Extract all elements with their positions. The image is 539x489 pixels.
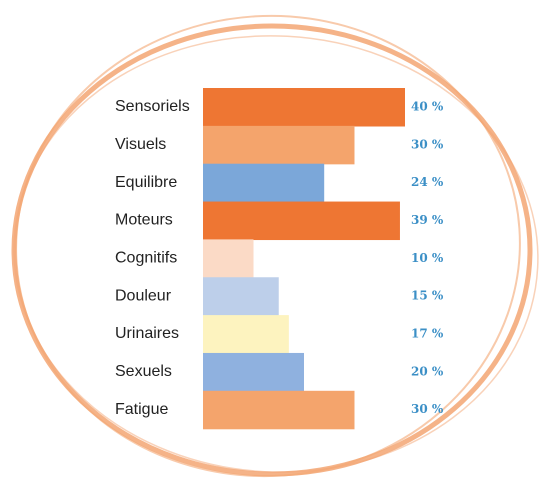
bar bbox=[203, 88, 405, 127]
category-label: Douleur bbox=[115, 287, 172, 304]
bar bbox=[203, 164, 324, 203]
bar bbox=[203, 353, 304, 392]
bar bbox=[203, 277, 279, 316]
bar bbox=[203, 126, 355, 165]
category-label: Cognitifs bbox=[115, 250, 177, 267]
bar bbox=[203, 391, 355, 430]
category-label: Moteurs bbox=[115, 212, 173, 229]
value-label: 10 % bbox=[411, 251, 444, 265]
value-label: 30 % bbox=[411, 137, 444, 151]
value-label: 30 % bbox=[411, 402, 444, 416]
category-label: Fatigue bbox=[115, 401, 168, 418]
value-label: 24 % bbox=[411, 175, 444, 189]
category-label: Urinaires bbox=[115, 325, 179, 342]
category-label: Sexuels bbox=[115, 363, 172, 380]
bar bbox=[203, 239, 254, 278]
chart: Sensoriels 40 % Visuels 30 % Equilibre 24 % Mo… bbox=[0, 0, 539, 489]
value-label: 17 % bbox=[411, 327, 444, 341]
bar bbox=[203, 202, 400, 241]
value-label: 40 % bbox=[411, 99, 444, 113]
value-label: 20 % bbox=[411, 364, 444, 378]
bar bbox=[203, 315, 289, 354]
category-label: Equilibre bbox=[115, 174, 177, 191]
category-label: Visuels bbox=[115, 136, 166, 153]
category-label: Sensoriels bbox=[115, 98, 190, 115]
value-label: 15 % bbox=[411, 289, 444, 303]
value-label: 39 % bbox=[411, 213, 444, 227]
